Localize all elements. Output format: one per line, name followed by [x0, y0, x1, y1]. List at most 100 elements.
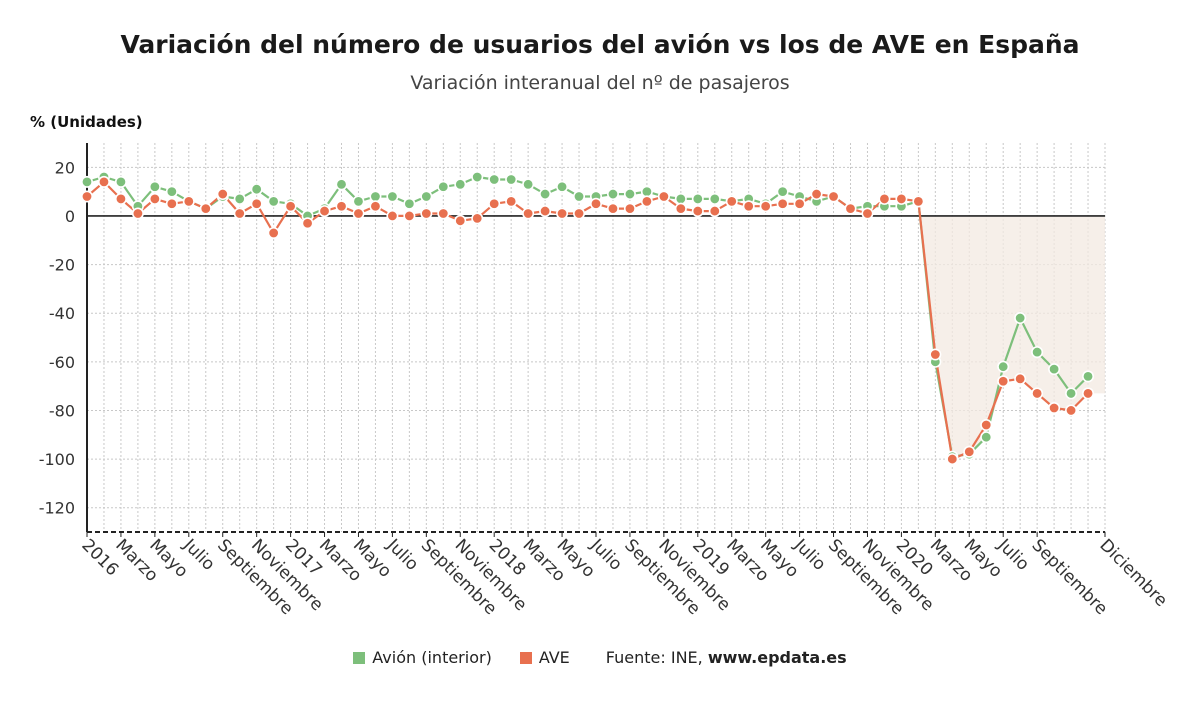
- data-point-ave: [148, 192, 161, 205]
- data-point-ave: [742, 200, 755, 213]
- data-point-ave: [267, 226, 280, 239]
- data-point-ave: [912, 195, 925, 208]
- legend-item-ave[interactable]: AVE: [519, 648, 570, 667]
- legend-item-avion[interactable]: Avión (interior): [353, 648, 492, 667]
- data-point-ave: [199, 202, 212, 215]
- data-point-avion: [573, 190, 586, 203]
- data-point-ave: [1014, 372, 1027, 385]
- data-point-avion: [1082, 370, 1095, 383]
- data-point-avion: [369, 190, 382, 203]
- data-point-ave: [1065, 404, 1078, 417]
- data-point-avion: [437, 180, 450, 193]
- data-point-ave: [657, 190, 670, 203]
- data-point-ave: [963, 445, 976, 458]
- data-point-avion: [352, 195, 365, 208]
- data-point-avion: [1014, 312, 1027, 325]
- data-point-avion: [1065, 387, 1078, 400]
- legend-swatch-ave: [519, 651, 532, 664]
- data-point-ave: [929, 348, 942, 361]
- data-point-ave: [861, 207, 874, 220]
- data-point-avion: [640, 185, 653, 198]
- data-point-ave: [640, 195, 653, 208]
- data-point-ave: [165, 197, 178, 210]
- data-point-avion: [471, 171, 484, 184]
- y-tick-label: -40: [49, 304, 75, 323]
- legend-label-avion: Avión (interior): [372, 648, 492, 667]
- x-tick-label: 2016: [77, 535, 122, 580]
- data-point-ave: [759, 200, 772, 213]
- data-point-avion: [148, 180, 161, 193]
- data-point-avion: [623, 188, 636, 201]
- data-point-ave: [573, 207, 586, 220]
- data-point-avion: [488, 173, 501, 186]
- data-point-avion: [980, 431, 993, 444]
- data-point-ave: [386, 209, 399, 222]
- y-tick-label: -100: [39, 450, 75, 469]
- data-point-avion: [267, 195, 280, 208]
- y-tick-label: -120: [39, 499, 75, 518]
- y-tick-label: -80: [49, 401, 75, 420]
- data-point-avion: [335, 178, 348, 191]
- legend-swatch-avion: [353, 651, 366, 664]
- source-site: www.epdata.es: [707, 648, 847, 667]
- data-point-avion: [522, 178, 535, 191]
- data-point-ave: [1048, 402, 1061, 415]
- data-point-ave: [674, 202, 687, 215]
- data-point-ave: [233, 207, 246, 220]
- y-tick-label: 20: [55, 158, 75, 177]
- data-point-ave: [250, 197, 263, 210]
- data-point-avion: [997, 360, 1010, 373]
- data-point-ave: [505, 195, 518, 208]
- data-point-ave: [810, 188, 823, 201]
- data-point-ave: [878, 192, 891, 205]
- data-point-ave: [454, 214, 467, 227]
- data-point-ave: [131, 207, 144, 220]
- data-point-ave: [827, 190, 840, 203]
- y-tick-label: -60: [49, 353, 75, 372]
- data-point-avion: [233, 192, 246, 205]
- data-point-avion: [165, 185, 178, 198]
- data-point-ave: [539, 205, 552, 218]
- data-point-ave: [97, 175, 110, 188]
- data-point-ave: [522, 207, 535, 220]
- data-point-ave: [114, 192, 127, 205]
- data-point-ave: [284, 200, 297, 213]
- data-point-ave: [420, 207, 433, 220]
- source-text: Fuente: INE,: [605, 648, 703, 667]
- data-point-avion: [386, 190, 399, 203]
- data-point-ave: [182, 195, 195, 208]
- data-point-ave: [471, 212, 484, 225]
- data-point-ave: [776, 197, 789, 210]
- data-point-ave: [1031, 387, 1044, 400]
- data-point-ave: [725, 195, 738, 208]
- data-point-ave: [691, 205, 704, 218]
- data-point-avion: [556, 180, 569, 193]
- data-point-ave: [335, 200, 348, 213]
- data-point-avion: [674, 192, 687, 205]
- data-point-ave: [997, 375, 1010, 388]
- data-point-ave: [556, 207, 569, 220]
- data-point-ave: [589, 197, 602, 210]
- data-point-avion: [708, 192, 721, 205]
- data-point-avion: [776, 185, 789, 198]
- data-point-avion: [250, 183, 263, 196]
- chart-title: Variación del número de usuarios del avi…: [120, 30, 1080, 59]
- decline-shaded-area: [918, 201, 1105, 460]
- y-tick-label: 0: [65, 207, 75, 226]
- data-point-avion: [691, 192, 704, 205]
- data-point-ave: [793, 197, 806, 210]
- data-point-avion: [81, 175, 94, 188]
- data-point-ave: [403, 209, 416, 222]
- data-point-avion: [1031, 346, 1044, 359]
- chart-subtitle: Variación interanual del nº de pasajeros: [410, 72, 790, 94]
- data-point-ave: [488, 197, 501, 210]
- legend: Avión (interior) AVE Fuente: INE, www.ep…: [0, 648, 1200, 667]
- data-point-avion: [114, 175, 127, 188]
- data-point-ave: [352, 207, 365, 220]
- data-point-avion: [505, 173, 518, 186]
- data-point-ave: [318, 205, 331, 218]
- data-point-ave: [946, 453, 959, 466]
- data-point-ave: [606, 202, 619, 215]
